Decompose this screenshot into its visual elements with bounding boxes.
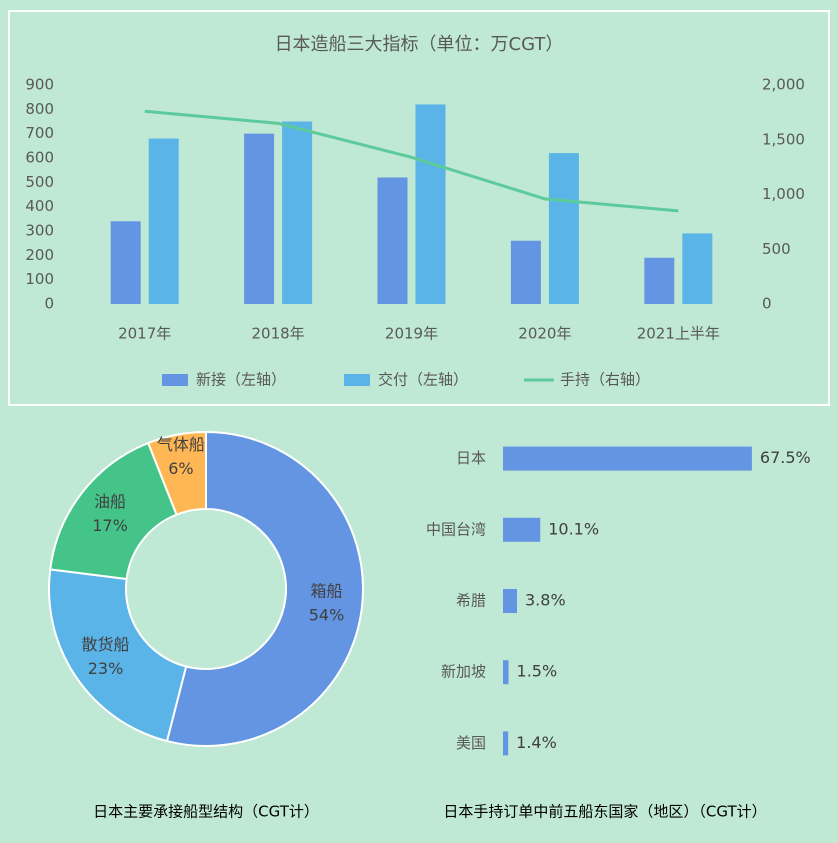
donut-slice: [48, 568, 188, 743]
value-label: 1.5%: [517, 662, 558, 681]
slice-value: 6%: [168, 459, 193, 478]
legend-label: 交付（左轴）: [378, 371, 468, 389]
y-tick-label: 希腊: [456, 592, 486, 610]
chart-title: 日本造船三大指标（单位：万CGT）: [275, 34, 564, 55]
y-tick-label: 500: [25, 173, 54, 191]
slice-label: 油船: [94, 492, 126, 511]
bar: [503, 446, 752, 471]
legend-swatch: [344, 374, 370, 386]
donut-slice: [146, 430, 207, 516]
y-tick-label: 中国台湾: [426, 520, 486, 538]
slice-value: 23%: [88, 659, 124, 678]
legend-swatch: [162, 374, 188, 386]
bar: [510, 240, 541, 304]
y2-tick-label: 1,000: [762, 185, 805, 203]
y-tick-label: 900: [25, 76, 54, 94]
slice-label: 气体船: [157, 435, 205, 454]
y-tick-label: 600: [25, 149, 54, 167]
y-tick-label: 美国: [456, 734, 486, 752]
y2-tick-label: 1,500: [762, 130, 805, 148]
line-series: [144, 109, 679, 213]
bar: [503, 589, 518, 613]
y2-tick-label: 500: [762, 240, 791, 258]
y-tick-label: 300: [25, 222, 54, 240]
bar: [503, 660, 509, 685]
y2-tick-label: 2,000: [762, 76, 805, 94]
slice-label: 箱船: [311, 582, 343, 601]
legend-label: 新接（左轴）: [196, 371, 286, 389]
y-tick-label: 0: [44, 295, 54, 313]
bar: [110, 221, 141, 304]
bar: [377, 177, 408, 304]
bar: [503, 731, 509, 756]
x-tick-label: 2019年: [385, 325, 438, 343]
chart-title: 日本主要承接船型结构（CGT计）: [93, 803, 319, 821]
bar: [244, 133, 275, 304]
bar: [282, 121, 313, 304]
x-tick-label: 2020年: [518, 325, 571, 343]
chart-title: 日本手持订单中前五船东国家（地区）（CGT计）: [443, 803, 766, 821]
y-tick-label: 700: [25, 124, 54, 142]
bar: [415, 104, 446, 304]
legend-label: 手持（右轴）: [560, 371, 650, 389]
value-label: 10.1%: [548, 519, 599, 538]
value-label: 67.5%: [760, 448, 811, 467]
y-tick-label: 400: [25, 197, 54, 215]
y-tick-label: 100: [25, 270, 54, 288]
y-tick-label: 200: [25, 246, 54, 264]
x-tick-label: 2017年: [118, 325, 171, 343]
bar: [548, 153, 579, 304]
donut-slice: [49, 441, 178, 581]
x-tick-label: 2021上半年: [637, 325, 720, 343]
bar: [644, 257, 675, 304]
y-tick-label: 新加坡: [441, 663, 486, 681]
value-label: 1.4%: [516, 733, 557, 752]
bar: [503, 517, 541, 542]
y-tick-label: 日本: [456, 449, 486, 467]
slice-label: 散货船: [82, 635, 130, 654]
y2-tick-label: 0: [762, 295, 772, 313]
bar: [148, 138, 179, 304]
value-label: 3.8%: [525, 591, 566, 610]
y-tick-label: 800: [25, 100, 54, 118]
slice-value: 17%: [92, 516, 128, 535]
x-tick-label: 2018年: [252, 325, 305, 343]
donut-slice: [165, 430, 364, 747]
bar: [682, 233, 713, 304]
slice-value: 54%: [309, 606, 345, 625]
